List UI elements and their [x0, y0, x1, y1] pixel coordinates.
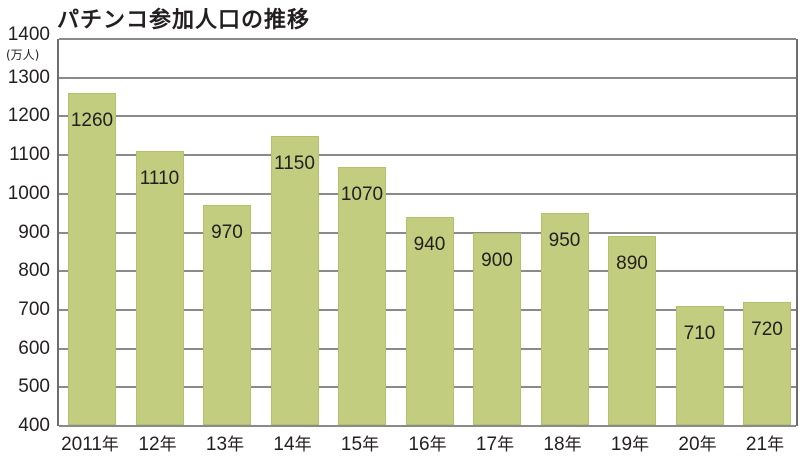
gridline: [59, 115, 796, 118]
y-tick-label: 1100: [9, 144, 50, 166]
x-tick-label: 21年: [745, 434, 785, 455]
x-tick-label: 18年: [543, 434, 582, 455]
x-tick-label: 12年: [138, 434, 177, 455]
bar-value-label: 1110: [139, 168, 180, 190]
bar-value-label: 720: [751, 319, 783, 341]
gridline: [59, 192, 796, 195]
x-tick-label: 15年: [340, 434, 380, 455]
y-tick-label: 500: [18, 376, 50, 398]
bar-value-label: 940: [413, 234, 446, 256]
bar-value-label: 900: [481, 249, 513, 271]
x-tick-label: 16年: [408, 434, 447, 455]
bar-value-label: 1260: [70, 110, 114, 132]
bar-value-label: 1070: [340, 183, 384, 205]
bar: 710: [675, 306, 724, 425]
bar: 900: [473, 232, 521, 425]
bar-value-label: 710: [683, 323, 716, 345]
y-tick-label: 900: [18, 221, 50, 243]
x-tick-label: 20年: [678, 434, 717, 455]
bar-value-label: 890: [616, 253, 648, 275]
bar: 970: [203, 205, 251, 425]
y-tick-label: 1000: [7, 182, 50, 204]
bar-value-label: 970: [211, 222, 243, 244]
x-tick-label: 14年: [273, 434, 312, 455]
gridline: [59, 154, 796, 157]
bar: 940: [405, 217, 454, 425]
x-tick-label: 2011年: [61, 434, 119, 455]
bar: 890: [608, 236, 656, 425]
gridline: [59, 425, 796, 427]
bar-value-label: 1150: [274, 152, 315, 174]
y-tick-label: 800: [18, 260, 50, 282]
bar: 720: [743, 302, 791, 425]
y-tick-label: 1200: [7, 105, 50, 127]
x-tick-label: 13年: [205, 434, 245, 455]
y-tick-label: 1300: [7, 66, 50, 88]
bar: 950: [540, 213, 589, 425]
bar: 1260: [68, 93, 116, 425]
y-tick-label: 700: [18, 298, 50, 320]
bar: 1150: [270, 135, 319, 425]
y-tick-label: 1400: [7, 24, 50, 45]
bar: 1110: [135, 151, 184, 425]
x-tick-label: 17年: [475, 434, 515, 455]
bar: 1070: [338, 166, 386, 425]
y-tick-label: 600: [18, 337, 50, 359]
bar-value-label: 950: [548, 230, 581, 252]
y-tick-label: 400: [18, 415, 50, 436]
gridline: [59, 38, 796, 40]
gridline: [59, 76, 796, 79]
plot-area: 1260 1110 970 1150 1070 940 900 950 890 710 720: [57, 38, 798, 427]
x-tick-label: 19年: [610, 434, 650, 455]
y-axis-unit: (万人): [6, 48, 40, 62]
chart-title: パチンコ参加人口の推移: [57, 8, 311, 33]
